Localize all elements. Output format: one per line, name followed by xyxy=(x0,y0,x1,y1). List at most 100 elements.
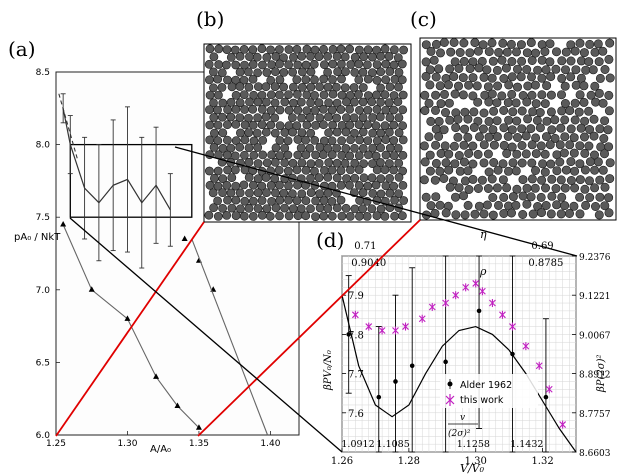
disk xyxy=(493,132,501,140)
disk xyxy=(390,121,398,129)
disk xyxy=(227,98,235,106)
disk xyxy=(214,212,222,220)
disk xyxy=(262,113,270,121)
disk xyxy=(450,72,458,80)
disk xyxy=(475,64,483,72)
panel-d-v-den: (2σ)² xyxy=(448,428,471,439)
disk xyxy=(567,125,575,133)
disk xyxy=(276,122,284,130)
d-ytick-label: 7.6 xyxy=(348,409,364,420)
disk xyxy=(307,83,315,91)
disk xyxy=(518,141,526,149)
disk xyxy=(604,126,612,134)
disk xyxy=(546,141,554,149)
disk xyxy=(382,60,390,68)
disk xyxy=(585,177,593,185)
disk xyxy=(245,158,253,166)
d-y2tick-label: 9.0067 xyxy=(579,331,611,341)
disk xyxy=(471,210,479,218)
disk xyxy=(386,189,394,197)
disk xyxy=(517,73,525,81)
disk xyxy=(546,40,554,48)
disk xyxy=(547,108,555,116)
disk xyxy=(478,176,486,184)
disk xyxy=(316,83,324,91)
disk xyxy=(333,128,341,136)
disk xyxy=(519,175,527,183)
disk xyxy=(479,125,487,133)
disk xyxy=(519,192,527,200)
disk xyxy=(466,64,474,72)
disk xyxy=(214,75,222,83)
disk xyxy=(249,212,257,220)
disk xyxy=(485,133,493,141)
disk xyxy=(395,129,403,137)
disk xyxy=(591,98,599,106)
disk xyxy=(359,98,367,106)
disk xyxy=(222,61,230,69)
disk xyxy=(541,184,549,192)
panel-d-frame xyxy=(342,256,576,452)
disk xyxy=(560,201,568,209)
d-v-tick-label: 1.1085 xyxy=(377,439,410,450)
disk xyxy=(432,73,440,81)
disk xyxy=(355,106,363,114)
disk xyxy=(276,106,284,114)
disk xyxy=(512,201,520,209)
disk xyxy=(293,181,301,189)
disk xyxy=(548,126,556,134)
disk xyxy=(320,75,328,83)
disk xyxy=(272,52,280,60)
disk xyxy=(390,106,398,114)
disk xyxy=(346,166,354,174)
disk xyxy=(494,166,502,174)
disk xyxy=(385,52,393,60)
disk xyxy=(390,46,398,54)
disk xyxy=(422,72,430,80)
disk xyxy=(280,83,288,91)
disk xyxy=(517,40,525,48)
disk xyxy=(460,141,468,149)
disk xyxy=(272,144,280,152)
disk xyxy=(215,60,223,68)
disk xyxy=(580,133,588,141)
disk xyxy=(596,193,604,201)
disk xyxy=(589,66,597,74)
disk xyxy=(245,189,253,197)
disk xyxy=(312,151,320,159)
disk xyxy=(324,204,332,212)
disk xyxy=(382,106,390,114)
disk xyxy=(557,91,565,99)
disk xyxy=(500,141,508,149)
a-ytick-label: 8.0 xyxy=(36,141,51,151)
disk xyxy=(499,39,507,47)
disk xyxy=(590,115,598,123)
disk xyxy=(341,84,349,92)
disk xyxy=(513,117,521,125)
disk xyxy=(546,58,554,66)
disk xyxy=(341,53,349,61)
disk xyxy=(338,212,346,220)
disk xyxy=(400,196,408,204)
a-xtick-label: 1.40 xyxy=(260,439,280,449)
disk xyxy=(484,184,492,192)
disk xyxy=(240,91,248,99)
disk xyxy=(432,193,440,201)
disk xyxy=(275,181,283,189)
a-ytick-label: 8.5 xyxy=(36,68,50,78)
disk xyxy=(490,158,498,166)
disk xyxy=(571,116,579,124)
disk xyxy=(513,83,521,91)
disk xyxy=(316,204,324,212)
disk xyxy=(268,151,276,159)
d-v-tick-label: 1.1258 xyxy=(457,439,490,450)
disk xyxy=(452,211,460,219)
d-v-tick-label: 1.1432 xyxy=(510,439,543,450)
disk xyxy=(347,136,355,144)
disk xyxy=(259,136,267,144)
disk xyxy=(504,167,512,175)
disk xyxy=(576,39,584,47)
disk xyxy=(488,175,496,183)
disk xyxy=(527,38,535,46)
disk xyxy=(223,136,231,144)
